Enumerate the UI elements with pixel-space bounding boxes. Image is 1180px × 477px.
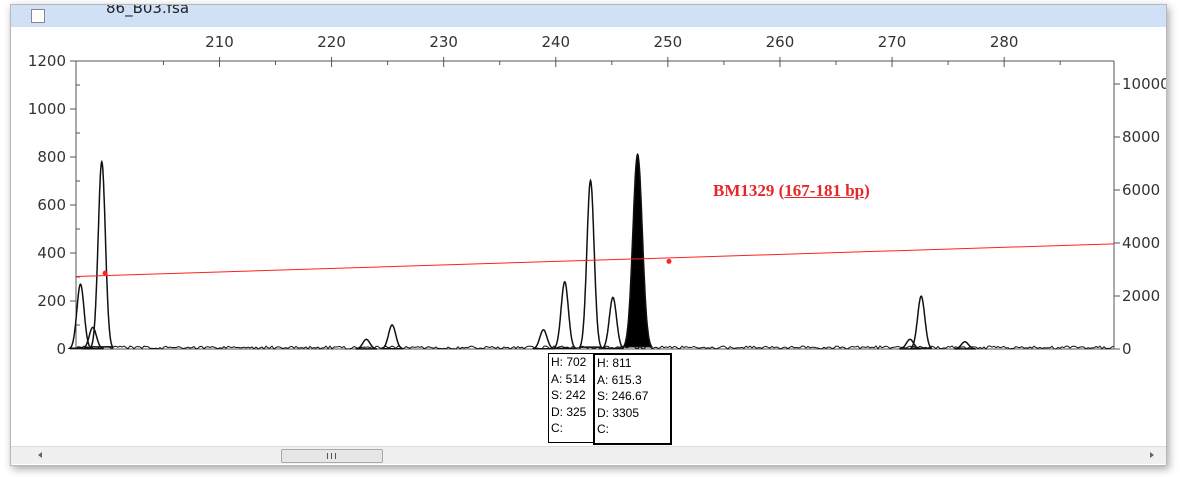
tooltip-line: A: 615.3 (597, 372, 642, 387)
y2-tick-label: 0 (1122, 340, 1132, 358)
y-tick-label: 400 (37, 244, 66, 262)
tooltip-line: C: (551, 421, 563, 435)
peak (355, 338, 378, 350)
window-title: 86_B03.fsa (106, 4, 190, 17)
y-tick-label: 0 (56, 340, 66, 358)
plot: 0 200 400 600 800 1000 1200 0 2000 4000 6000 8000 10… (28, 33, 1166, 358)
peak-tooltip: H: 811 A: 615.3 S: 246.67 D: 3305 C: (593, 353, 672, 445)
tooltip-line: A: 514 (551, 371, 586, 386)
sizing-line (75, 243, 1115, 278)
tooltip-line: H: 702 (551, 355, 587, 369)
tooltip-line: H: 811 (597, 356, 632, 370)
peak (622, 152, 654, 348)
marker-close: ) (864, 181, 870, 200)
peak (910, 295, 933, 350)
tooltip-line: S: 242 (551, 388, 586, 402)
grip-line (327, 453, 328, 459)
x-tick-label: 230 (429, 33, 458, 51)
checkbox[interactable] (31, 9, 45, 23)
x-tick-label: 270 (878, 33, 907, 51)
x-tick-label: 280 (990, 33, 1019, 51)
baseline-noise (75, 345, 1115, 350)
scroll-arrows (38, 452, 1154, 458)
scroll-thumb[interactable] (281, 449, 383, 463)
y-tick-label: 200 (37, 292, 66, 310)
tooltip-line: C: (597, 422, 609, 436)
x-tick-label: 210 (205, 33, 234, 51)
y2-tick-label: 4000 (1122, 234, 1160, 252)
scrollbar[interactable] (11, 446, 1166, 464)
y2-tick-label: 2000 (1122, 287, 1160, 305)
sizing-point (666, 258, 672, 264)
window: 86_B03.fsa 0 200 400 600 800 1000 1200 0 2000 400… (10, 4, 1167, 466)
marker-annotation: BM1329 (167-181 bp) (713, 181, 870, 201)
tooltip-line: S: 246.67 (597, 389, 649, 403)
y2-tick-label: 10000 (1122, 75, 1166, 93)
peak (89, 159, 114, 348)
y-tick-label: 1000 (28, 100, 66, 118)
x-tick-label: 260 (766, 33, 795, 51)
y-tick-label: 600 (37, 196, 66, 214)
grip-line (331, 453, 332, 459)
peak-tooltip: H: 702 A: 514 S: 242 D: 325 C: (548, 353, 594, 443)
peak (599, 296, 625, 350)
x-tick-label: 220 (317, 33, 346, 51)
marker-range: 167-181 bp (784, 181, 865, 200)
marker-name: BM1329 ( (713, 181, 785, 200)
y-tick-label: 800 (37, 148, 66, 166)
y2-tick-label: 8000 (1122, 128, 1160, 146)
title-bar: 86_B03.fsa (11, 5, 1166, 27)
peak (899, 338, 921, 350)
peak (954, 341, 976, 350)
peak (552, 280, 578, 350)
scroll-left[interactable] (38, 452, 42, 458)
sizing-point (102, 270, 108, 276)
peak (532, 329, 555, 350)
peak (381, 324, 404, 350)
y2-tick-label: 6000 (1122, 181, 1160, 199)
grip-line (335, 453, 336, 459)
scroll-right[interactable] (1150, 452, 1154, 458)
tooltip-line: D: 3305 (597, 405, 640, 420)
tooltip-line: D: 325 (551, 404, 587, 419)
peak (578, 178, 603, 348)
x-tick-label: 240 (541, 33, 570, 51)
x-tick-label: 250 (654, 33, 683, 51)
y-tick-label: 1200 (28, 52, 66, 70)
